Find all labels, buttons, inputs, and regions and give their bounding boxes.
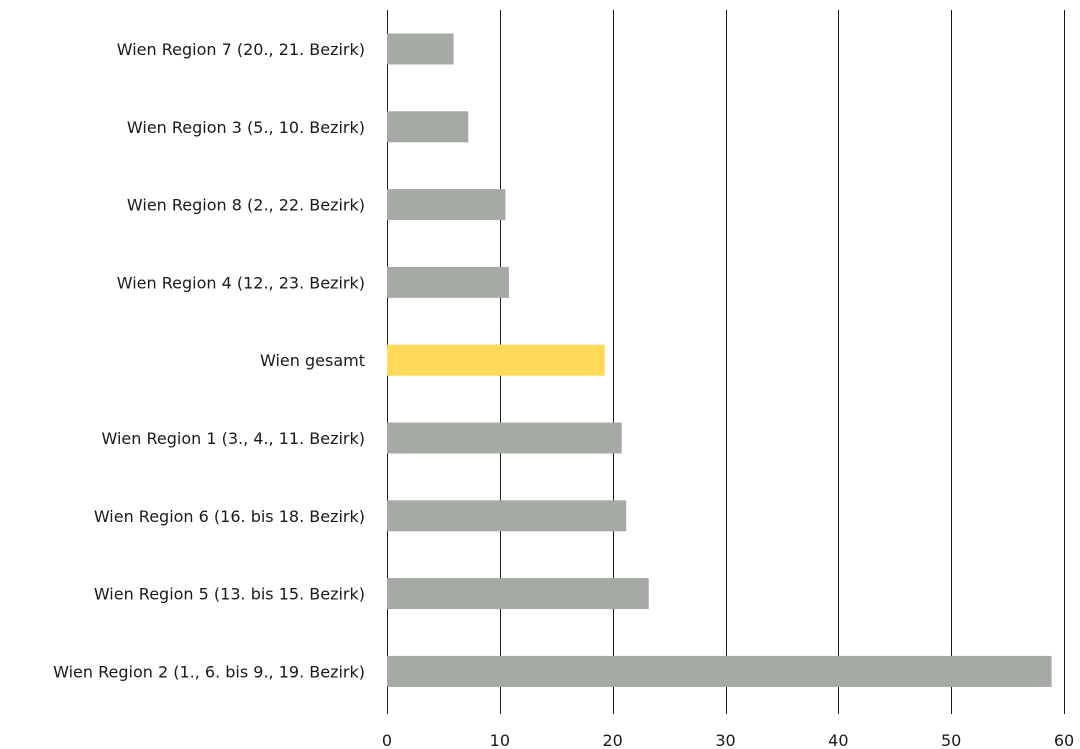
- x-axis-tick-labels: 0 10 20 30 40 50 60: [382, 731, 1074, 749]
- category-label: Wien Region 5 (13. bis 15. Bezirk): [94, 585, 365, 604]
- category-labels: Wien Region 7 (20., 21. Bezirk) Wien Regi…: [53, 40, 365, 681]
- bar-3: [387, 266, 509, 298]
- bar-6: [387, 500, 627, 532]
- x-tick-label: 20: [602, 731, 622, 749]
- category-label: Wien Region 2 (1., 6. bis 9., 19. Bezirk…: [53, 662, 365, 681]
- category-label: Wien Region 1 (3., 4., 11. Bezirk): [101, 429, 365, 448]
- bar-8: [387, 655, 1052, 687]
- bar-7: [387, 578, 649, 610]
- x-tick-label: 10: [490, 731, 510, 749]
- bar-0: [387, 33, 454, 65]
- category-label: Wien gesamt: [260, 351, 365, 370]
- bar-2: [387, 189, 506, 221]
- category-label: Wien Region 3 (5., 10. Bezirk): [127, 118, 365, 137]
- category-label: Wien Region 4 (12., 23. Bezirk): [117, 273, 365, 292]
- bars: [387, 33, 1052, 687]
- gridlines: [387, 10, 1065, 714]
- bar-1: [387, 111, 469, 143]
- x-tick-label: 40: [828, 731, 848, 749]
- bar-5: [387, 422, 622, 454]
- category-label: Wien Region 8 (2., 22. Bezirk): [127, 196, 365, 215]
- x-tick-label: 30: [715, 731, 735, 749]
- bar-4: [387, 344, 605, 376]
- x-tick-label: 60: [1054, 731, 1074, 749]
- category-label: Wien Region 6 (16. bis 18. Bezirk): [94, 507, 365, 526]
- x-tick-label: 50: [941, 731, 961, 749]
- x-tick-label: 0: [382, 731, 392, 749]
- category-label: Wien Region 7 (20., 21. Bezirk): [117, 40, 365, 59]
